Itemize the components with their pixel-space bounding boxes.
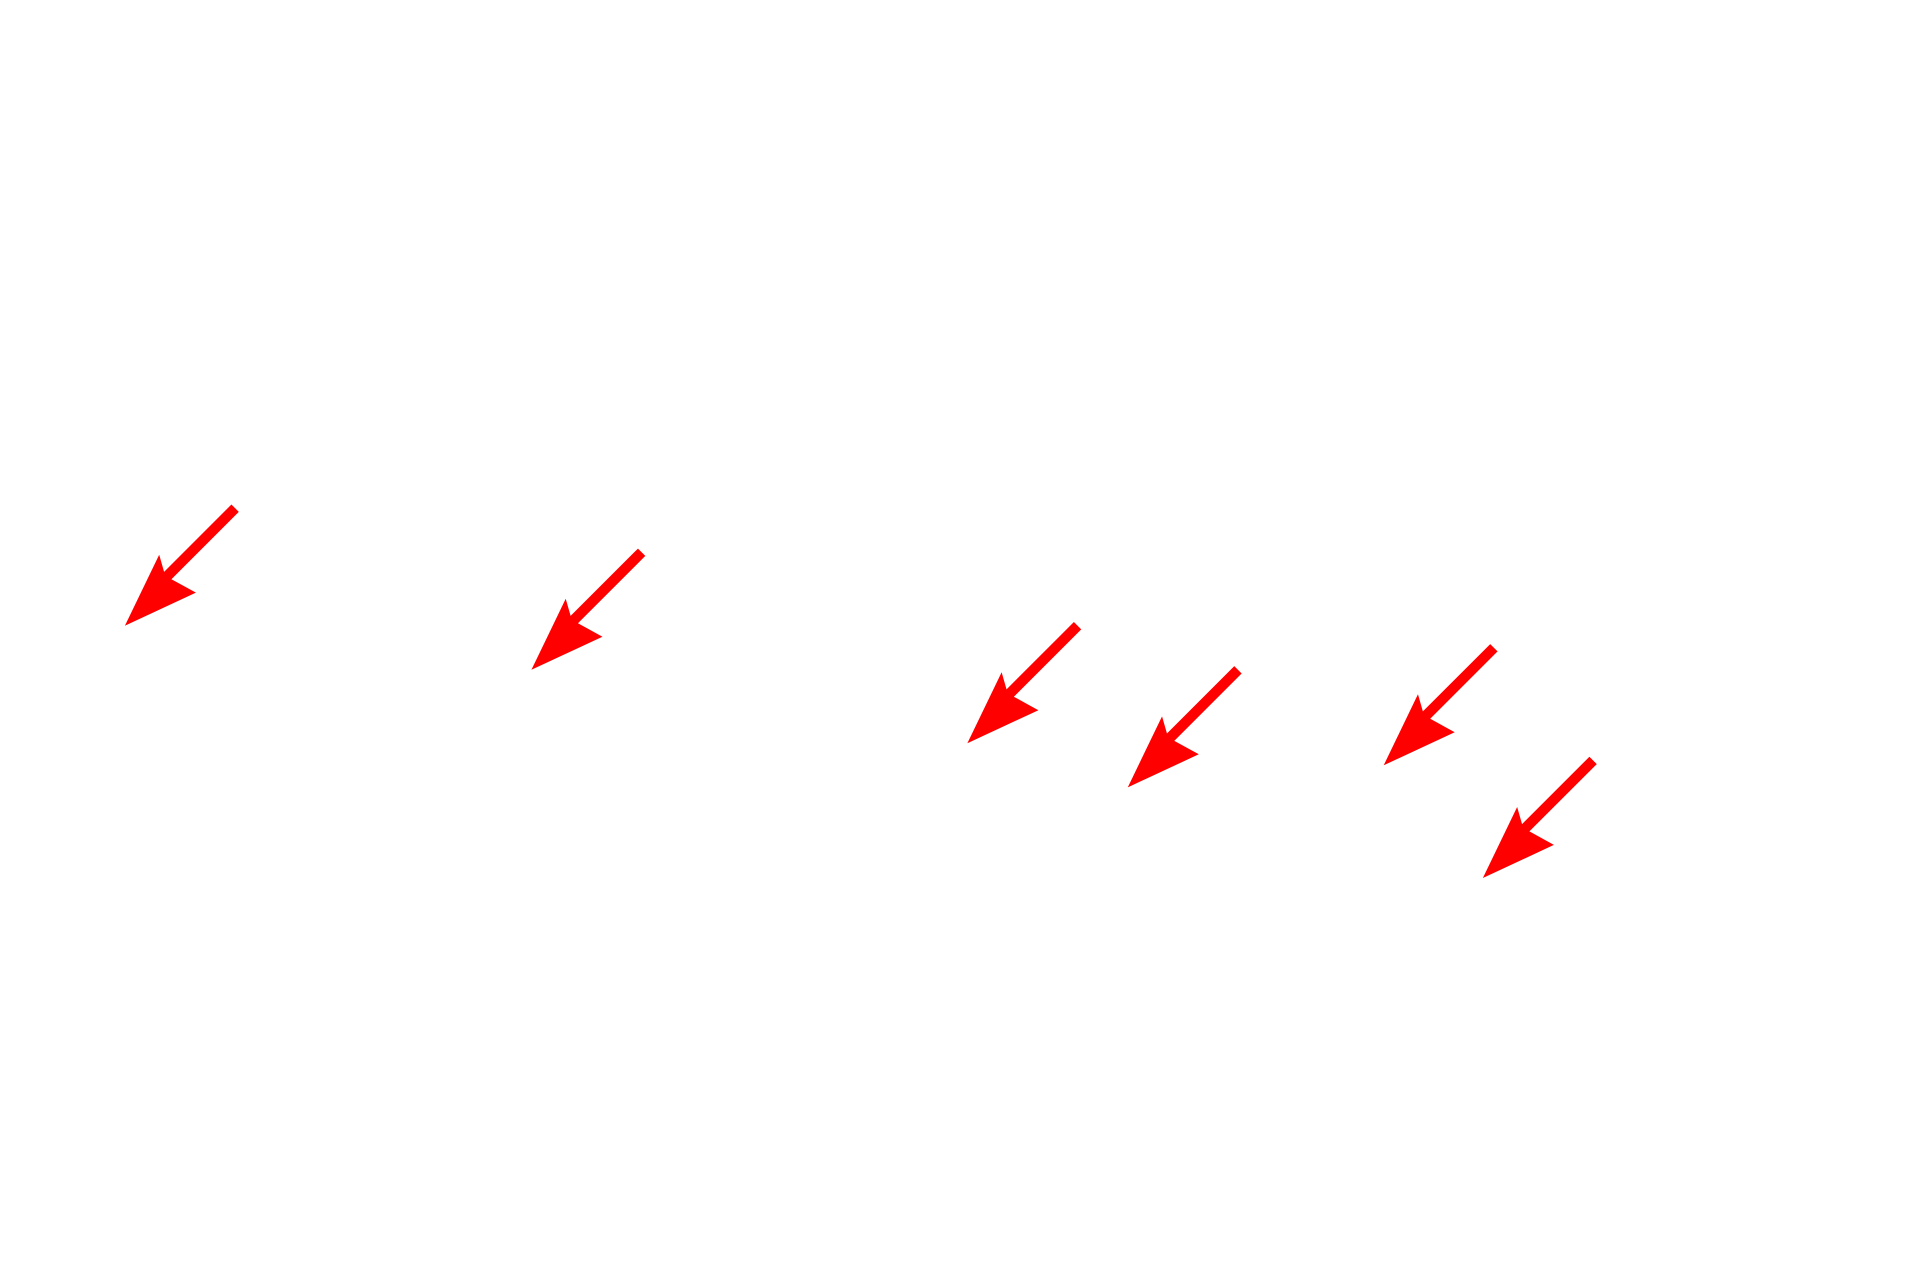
background bbox=[0, 0, 1920, 1280]
page: Arrows {} html, body { margin: 0; paddin… bbox=[0, 0, 1920, 1280]
page-body: (() => { const data = JSON.parse(documen… bbox=[0, 0, 1920, 1280]
canvas bbox=[0, 0, 1920, 1280]
